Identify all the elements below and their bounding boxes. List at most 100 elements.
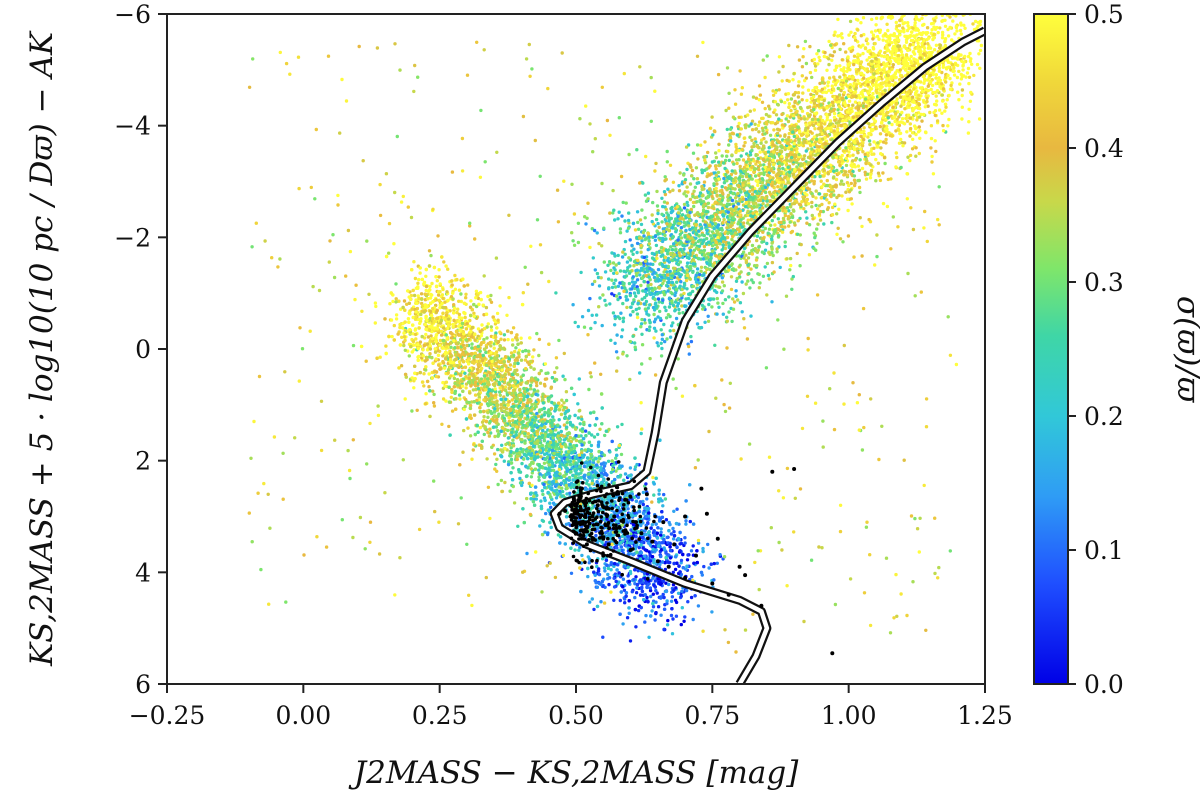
scatter-point	[615, 453, 619, 457]
scatter-point	[614, 456, 618, 460]
scatter-point	[478, 329, 482, 334]
scatter-point	[525, 496, 529, 501]
scatter-point	[487, 387, 491, 392]
scatter-point	[493, 407, 497, 411]
scatter-point	[626, 565, 630, 569]
scatter-point	[562, 401, 566, 405]
scatter-point	[440, 301, 444, 306]
scatter-point	[630, 590, 634, 594]
scatter-point	[514, 430, 519, 434]
scatter-point	[510, 338, 515, 342]
scatter-point	[488, 427, 492, 431]
scatter-point	[614, 469, 618, 473]
scatter-point	[482, 274, 486, 278]
scatter-point	[470, 308, 474, 312]
scatter-point	[671, 526, 675, 531]
scatter-point	[542, 482, 546, 487]
scatter-point	[441, 287, 445, 292]
scatter-point	[510, 478, 515, 482]
scatter-point	[493, 434, 497, 439]
scatter-point	[674, 555, 678, 559]
scatter-point	[457, 312, 462, 317]
scatter-point	[502, 377, 507, 382]
scatter-point	[398, 322, 402, 327]
scatter-point	[502, 357, 506, 361]
scatter-point	[660, 560, 665, 564]
scatter-point	[522, 452, 527, 457]
scatter-point	[554, 428, 558, 432]
scatter-point	[525, 394, 530, 398]
scatter-point	[675, 507, 679, 511]
scatter-point	[521, 507, 525, 511]
scatter-point	[424, 365, 428, 369]
scatter-point	[634, 591, 639, 595]
scatter-point	[548, 475, 552, 479]
scatter-point	[554, 378, 559, 382]
scatter-point	[707, 566, 711, 570]
scatter-point	[387, 334, 391, 339]
scatter-point	[530, 393, 534, 398]
scatter-point	[674, 586, 678, 590]
scatter-point	[529, 365, 533, 369]
scatter-point	[651, 605, 656, 609]
scatter-point	[595, 585, 599, 589]
scatter-point	[438, 282, 442, 286]
scatter-point	[555, 483, 559, 487]
scatter-point	[664, 518, 669, 522]
scatter-point	[551, 464, 555, 469]
scatter-point	[402, 343, 406, 348]
scatter-point	[375, 356, 379, 360]
scatter-point	[652, 558, 656, 562]
scatter-point	[484, 305, 489, 310]
scatter-point	[502, 459, 506, 463]
scatter-point	[525, 401, 530, 405]
scatter-point	[650, 609, 654, 613]
scatter-point	[567, 476, 572, 480]
scatter-point	[525, 474, 529, 478]
scatter-point	[659, 554, 663, 558]
scatter-point	[543, 452, 547, 456]
scatter-point	[552, 441, 556, 446]
scatter-point	[427, 264, 432, 268]
scatter-point	[642, 598, 646, 602]
scatter-point	[576, 416, 581, 420]
scatter-point	[541, 492, 545, 497]
scatter-point	[590, 597, 594, 601]
scatter-point	[500, 489, 505, 494]
scatter-point	[641, 502, 645, 507]
scatter-point	[516, 342, 520, 346]
scatter-point	[546, 490, 550, 495]
scatter-point	[490, 359, 494, 363]
scatter-point	[438, 290, 442, 294]
scatter-point	[489, 328, 494, 332]
scatter-point	[587, 431, 591, 435]
scatter-point	[472, 355, 476, 360]
scatter-point	[537, 478, 541, 482]
scatter-point	[463, 315, 467, 320]
scatter-point	[474, 289, 479, 293]
scatter-point	[470, 342, 474, 346]
scatter-point	[500, 443, 504, 447]
scatter-point	[657, 500, 661, 504]
scatter-point	[537, 463, 541, 467]
scatter-point	[536, 414, 541, 418]
scatter-point	[659, 613, 663, 617]
scatter-point	[642, 554, 647, 558]
scatter-point	[668, 542, 672, 546]
scatter-point	[612, 585, 617, 589]
scatter-point	[562, 351, 566, 356]
scatter-point	[632, 495, 637, 499]
scatter-point	[435, 279, 439, 283]
scatter-point	[457, 288, 462, 292]
scatter-point	[485, 336, 489, 340]
scatter-point	[432, 319, 436, 324]
scatter-point	[567, 483, 571, 487]
scatter-point	[661, 504, 665, 508]
scatter-point	[634, 625, 638, 629]
scatter-point	[521, 373, 525, 377]
scatter-point	[544, 511, 548, 516]
scatter-point	[494, 393, 498, 397]
scatter-point	[499, 454, 504, 459]
scatter-point	[495, 417, 499, 422]
scatter-point	[373, 301, 378, 305]
